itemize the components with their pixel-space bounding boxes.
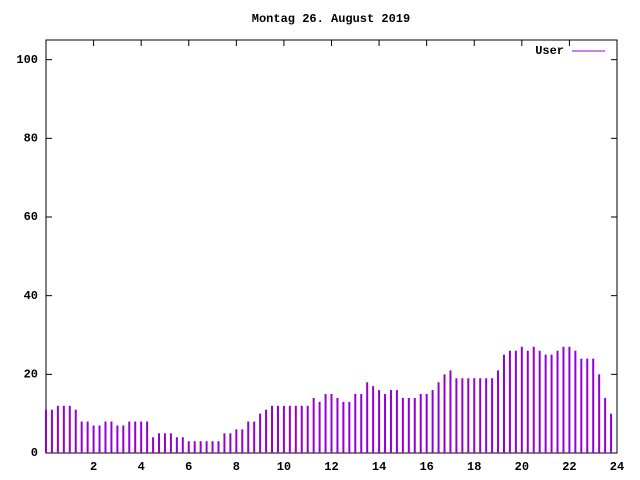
x-tick-label: 12: [324, 460, 338, 474]
x-tick-label: 14: [372, 460, 386, 474]
y-tick-label: 100: [16, 53, 38, 67]
y-tick-label: 80: [24, 132, 38, 146]
x-tick-label: 22: [562, 460, 576, 474]
y-tick-label: 20: [24, 368, 38, 382]
legend-label: User: [535, 44, 564, 58]
x-tick-label: 20: [515, 460, 529, 474]
y-tick-label: 0: [31, 446, 38, 460]
x-tick-label: 18: [467, 460, 481, 474]
x-tick-label: 10: [277, 460, 291, 474]
y-tick-label: 40: [24, 289, 38, 303]
chart-title: Montag 26. August 2019: [252, 12, 410, 26]
x-tick-label: 16: [419, 460, 433, 474]
x-tick-label: 8: [233, 460, 240, 474]
y-tick-label: 60: [24, 210, 38, 224]
x-tick-label: 24: [610, 460, 624, 474]
plot-frame: [45, 39, 618, 454]
x-tick-label: 2: [90, 460, 97, 474]
x-tick-label: 6: [185, 460, 192, 474]
x-tick-label: 4: [138, 460, 145, 474]
